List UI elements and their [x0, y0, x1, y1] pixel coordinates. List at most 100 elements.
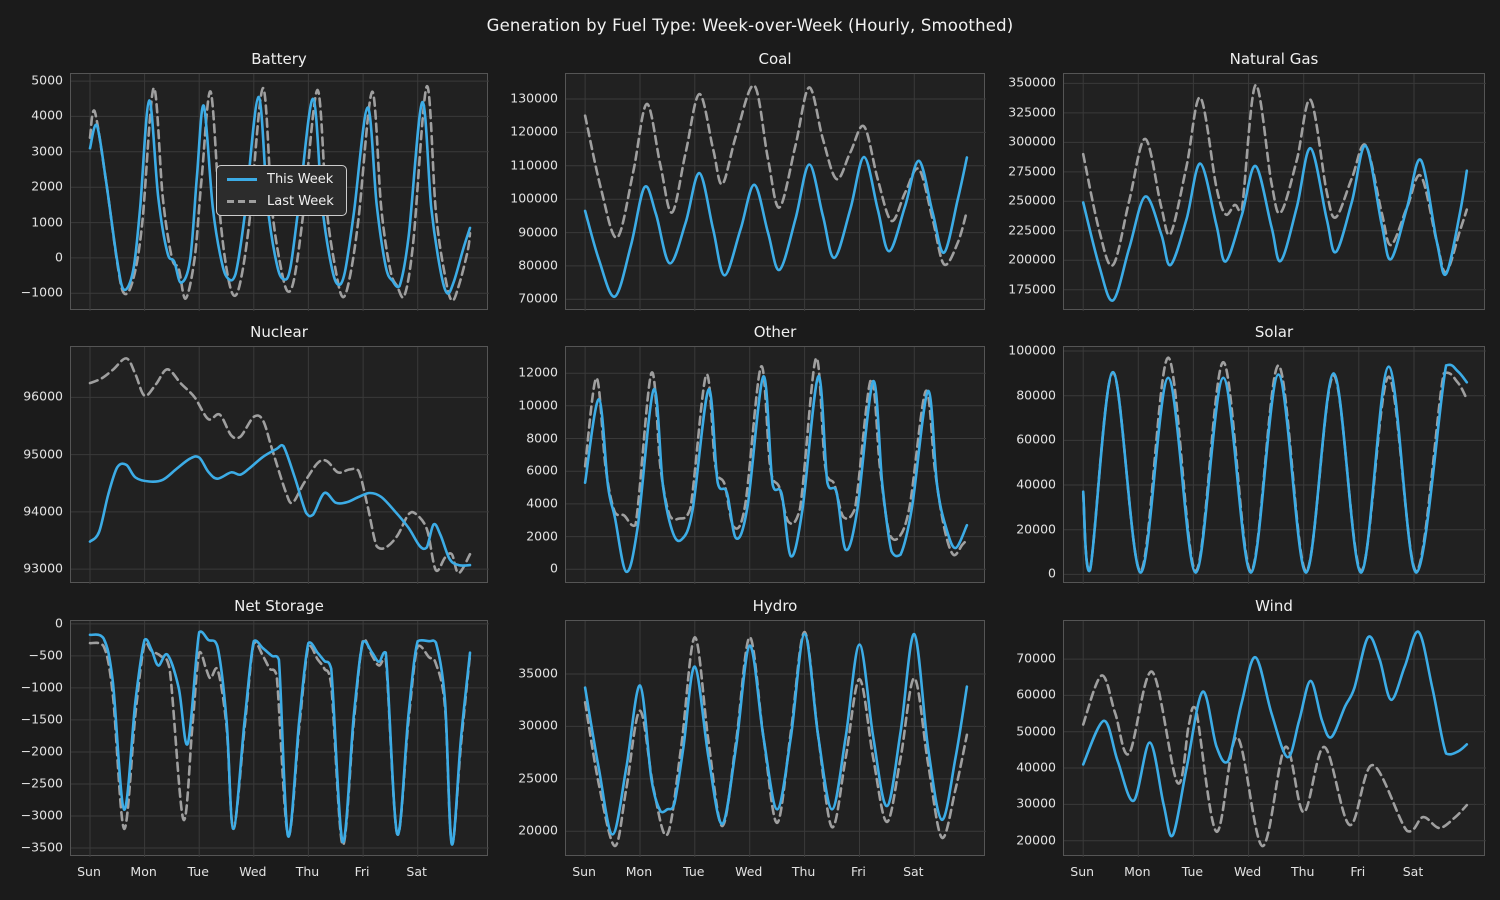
y-tick-label: 2000 [31, 178, 63, 194]
y-tick-label: 300000 [1008, 133, 1056, 149]
y-tick-label: 3000 [31, 143, 63, 159]
y-tick-label: −3500 [20, 839, 63, 855]
chart-canvas-net-storage [71, 621, 489, 857]
y-tick-label: 93000 [23, 560, 63, 576]
y-tick-label: 96000 [23, 388, 63, 404]
y-tick-label: 20000 [1016, 521, 1056, 537]
chart-title-solar: Solar [1254, 323, 1294, 341]
grid-lines [1064, 347, 1486, 584]
y-tick-label: 0 [1048, 565, 1056, 581]
chart-canvas-hydro [566, 621, 986, 857]
y-tick-label: 100000 [1008, 342, 1056, 358]
series-line-last-week [583, 84, 969, 267]
plot-area-natural-gas [1063, 73, 1486, 311]
y-tick-label: 5000 [31, 72, 63, 88]
y-tick-label: 20000 [518, 822, 558, 838]
series-line-this-week [583, 155, 969, 298]
grid-lines [566, 621, 986, 857]
y-tick-label: 225000 [1008, 222, 1056, 238]
x-tick-label: Sun [1070, 864, 1095, 879]
y-tick-label: 40000 [1016, 476, 1056, 492]
x-tick-label: Mon [625, 864, 653, 879]
grid-lines [1064, 74, 1486, 311]
figure-title: Generation by Fuel Type: Week-over-Week … [486, 16, 1014, 35]
legend-label: This Week [267, 172, 334, 187]
y-tick-label: 4000 [31, 107, 63, 123]
y-tick-label: −1000 [20, 284, 63, 300]
series-line-this-week [583, 375, 969, 573]
y-tick-label: 250000 [1008, 192, 1056, 208]
x-tick-label: Thu [295, 864, 320, 879]
y-tick-label: 130000 [510, 90, 558, 106]
series-line-last-week [88, 85, 472, 302]
y-tick-label: 90000 [518, 224, 558, 240]
y-tick-label: 275000 [1008, 163, 1056, 179]
y-tick-label: 6000 [526, 462, 558, 478]
y-tick-label: 50000 [1016, 723, 1056, 739]
y-tick-label: −1500 [20, 711, 63, 727]
y-tick-label: 1000 [31, 214, 63, 230]
y-tick-label: 30000 [518, 717, 558, 733]
series-line-this-week [1081, 363, 1469, 574]
x-tick-label: Thu [791, 864, 816, 879]
grid-lines [71, 347, 489, 584]
y-tick-label: 40000 [1016, 759, 1056, 775]
y-tick-label: −500 [28, 647, 63, 663]
chart-canvas-other [566, 347, 986, 584]
y-tick-label: 200000 [1008, 251, 1056, 267]
chart-title-battery: Battery [251, 50, 307, 68]
x-tick-label: Wed [1233, 864, 1262, 879]
legend-item: Last Week [227, 194, 334, 209]
y-tick-label: −3000 [20, 807, 63, 823]
series-line-this-week [583, 632, 969, 836]
x-tick-label: Tue [683, 864, 705, 879]
plot-area-hydro [565, 620, 986, 857]
x-tick-label: Fri [1350, 864, 1366, 879]
series-line-last-week [1081, 83, 1469, 274]
series-line-this-week [1081, 630, 1469, 838]
x-tick-label: Mon [130, 864, 157, 879]
plot-area-net-storage [70, 620, 489, 857]
plot-area-solar [1063, 346, 1486, 584]
chart-canvas-nuclear [71, 347, 489, 584]
grid-lines [566, 347, 986, 584]
chart-title-other: Other [753, 323, 797, 341]
y-tick-label: 95000 [23, 446, 63, 462]
y-tick-label: −1000 [20, 679, 63, 695]
legend-box: This Week Last Week [216, 165, 347, 216]
series-line-last-week [583, 357, 969, 557]
y-tick-label: 80000 [1016, 387, 1056, 403]
y-tick-label: 20000 [1016, 832, 1056, 848]
y-tick-label: 120000 [510, 123, 558, 139]
y-tick-label: 2000 [526, 528, 558, 544]
plot-area-nuclear [70, 346, 489, 584]
chart-title-nuclear: Nuclear [250, 323, 308, 341]
y-tick-label: 80000 [518, 257, 558, 273]
plot-area-coal [565, 73, 986, 311]
y-tick-label: 4000 [526, 495, 558, 511]
x-tick-label: Thu [1290, 864, 1315, 879]
grid-lines [1064, 621, 1486, 857]
y-tick-label: −2000 [20, 743, 63, 759]
x-tick-label: Fri [850, 864, 866, 879]
chart-title-coal: Coal [758, 50, 792, 68]
chart-title-hydro: Hydro [752, 597, 798, 615]
x-tick-label: Sat [1402, 864, 1424, 879]
y-tick-label: 94000 [23, 503, 63, 519]
y-tick-label: 70000 [1016, 650, 1056, 666]
y-tick-label: 35000 [518, 665, 558, 681]
series-line-this-week [1081, 144, 1469, 302]
y-tick-label: 325000 [1008, 104, 1056, 120]
chart-canvas-natural-gas [1064, 74, 1486, 311]
chart-canvas-wind [1064, 621, 1486, 857]
y-tick-label: 0 [55, 615, 63, 631]
series-line-this-week [88, 443, 472, 567]
x-tick-label: Sun [77, 864, 101, 879]
x-tick-label: Sun [572, 864, 596, 879]
plot-area-other [565, 346, 986, 584]
x-tick-label: Tue [1181, 864, 1204, 879]
y-tick-label: 12000 [518, 364, 558, 380]
y-tick-label: 175000 [1008, 281, 1056, 297]
y-tick-label: 110000 [510, 157, 558, 173]
series-line-this-week [88, 95, 472, 295]
